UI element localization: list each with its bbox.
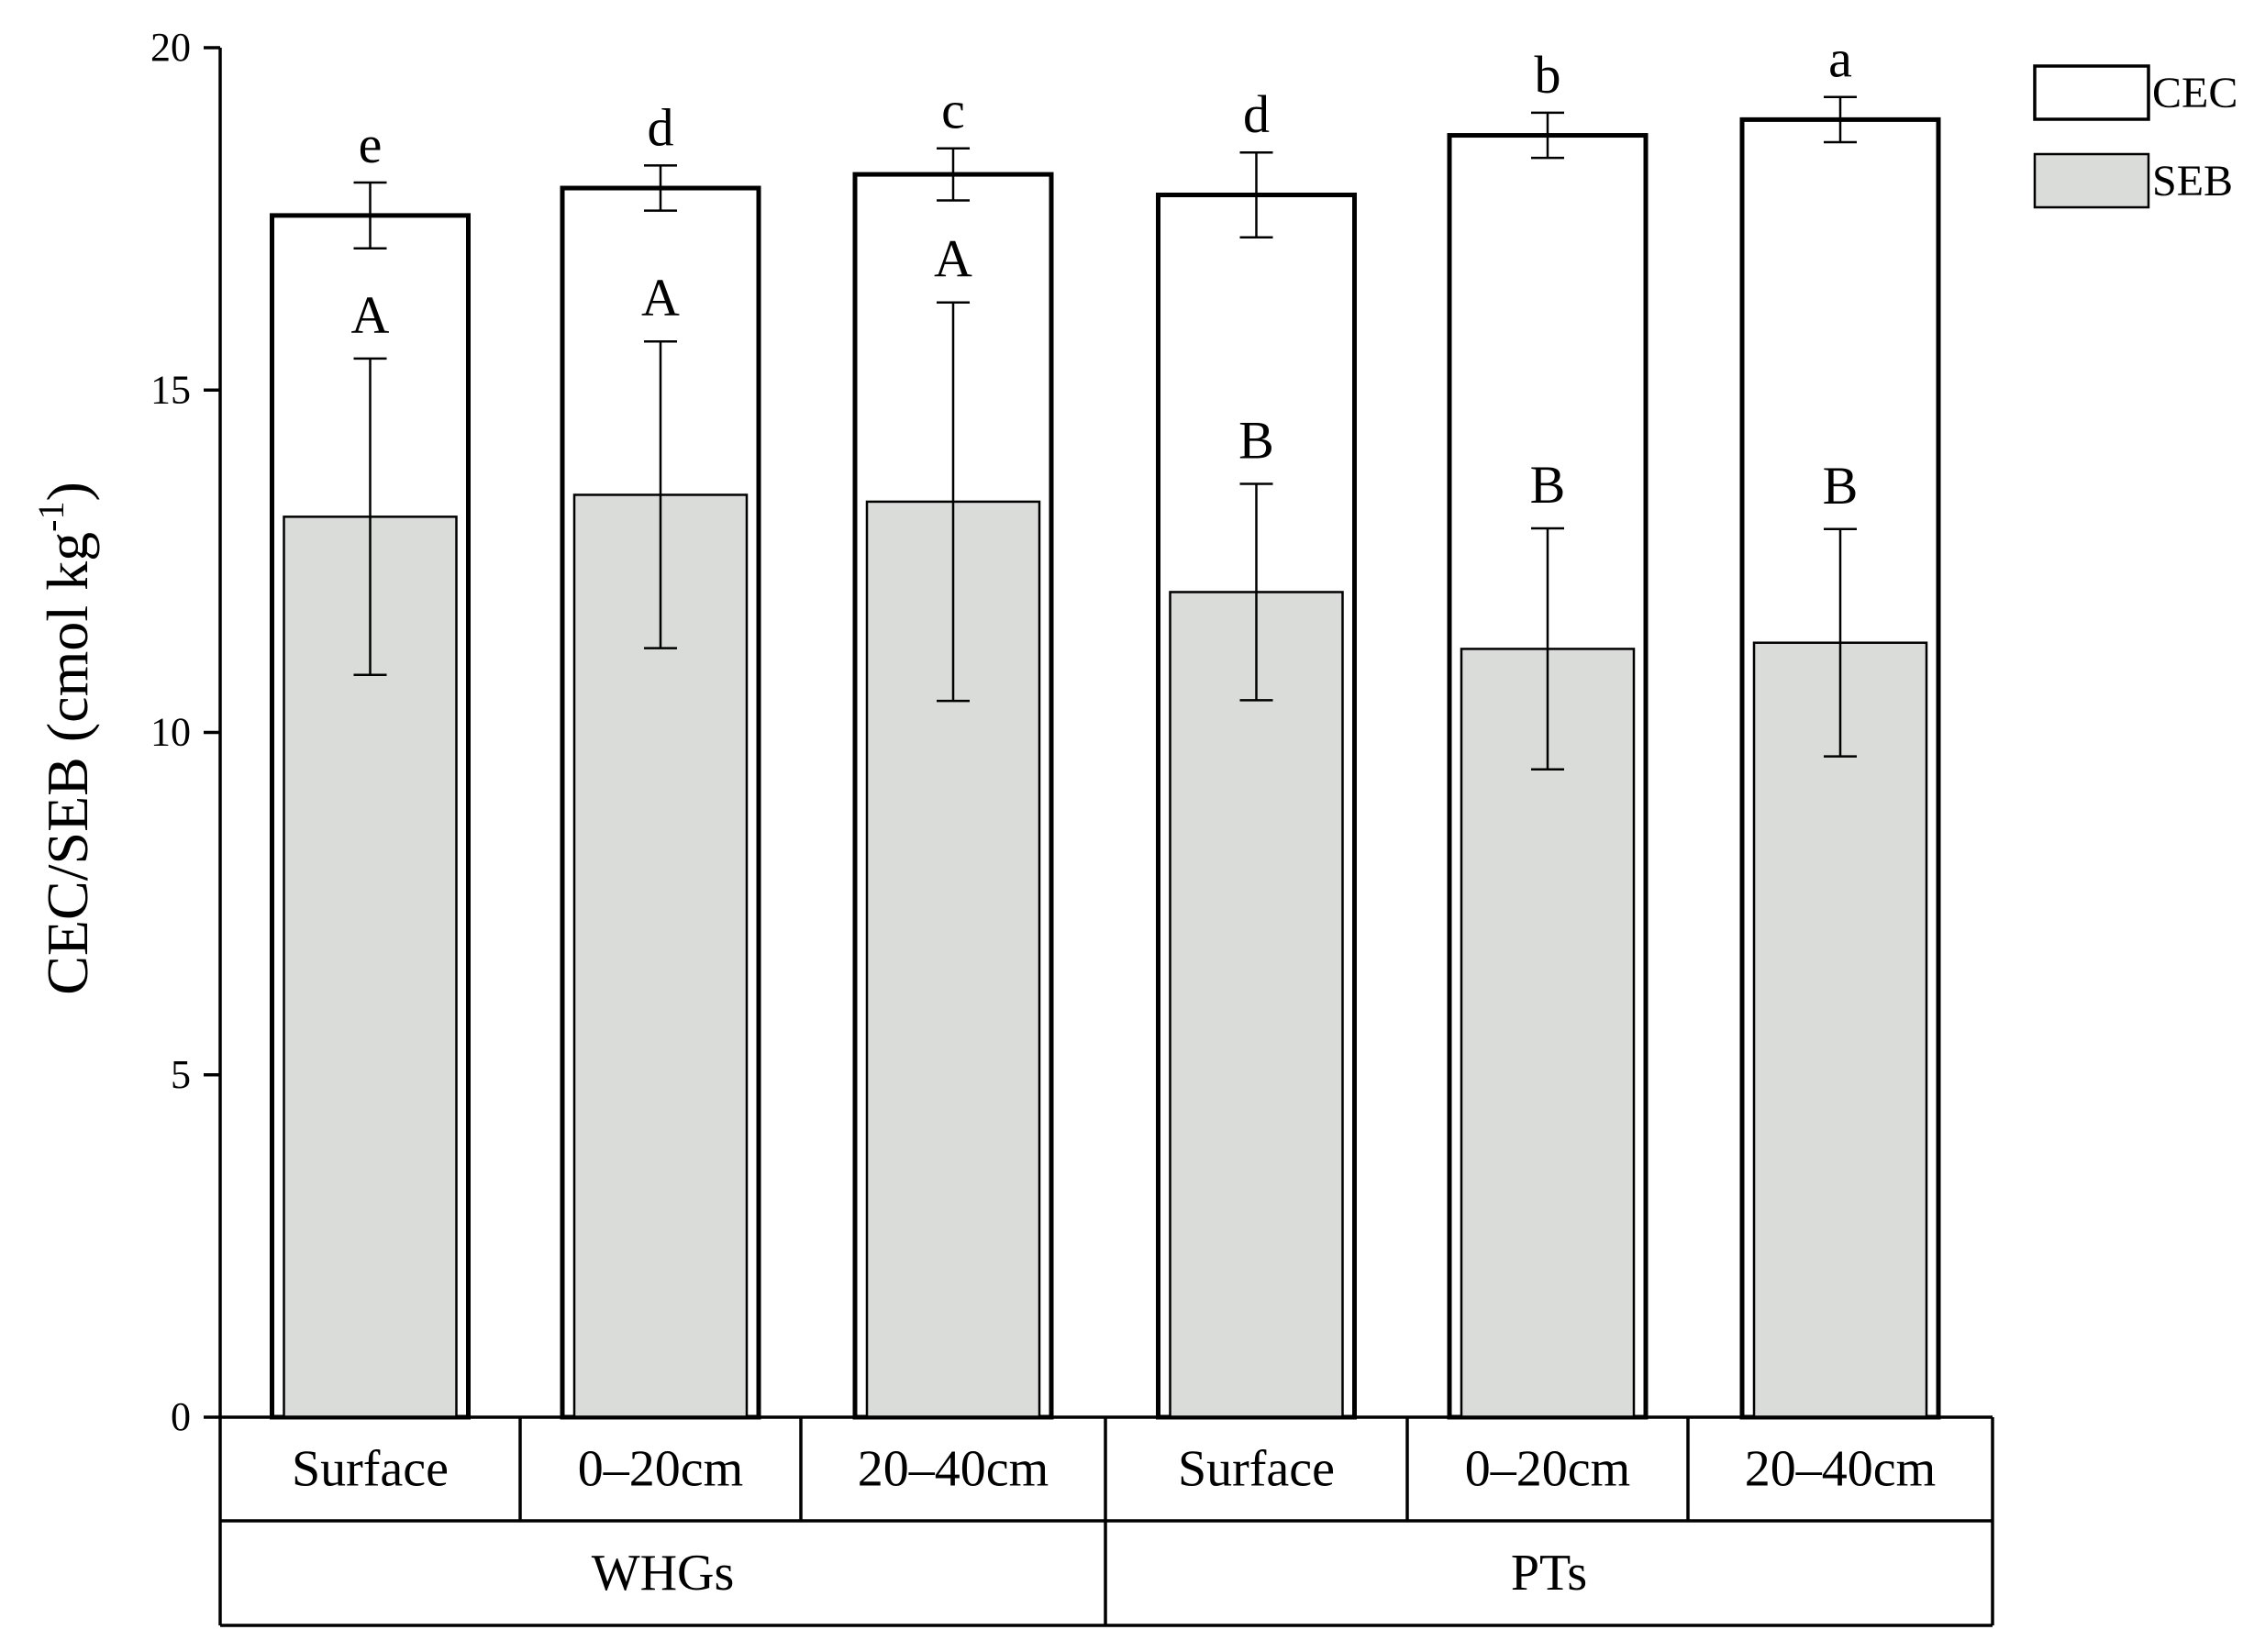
- x-axis-table: Surface 0–20cm 20–40cm Surface 0–20cm 20–40cm…: [218, 1415, 1994, 1627]
- cec-error-bar: [1531, 111, 1564, 160]
- y-tick-label: 20: [150, 25, 191, 70]
- seb-error-bar: [937, 301, 970, 703]
- legend: CEC SEB: [2033, 64, 2237, 209]
- seb-significance-letter: B: [1530, 455, 1566, 515]
- cec-significance-letter: d: [1243, 84, 1270, 144]
- cec-significance-letter: d: [648, 97, 674, 157]
- x-category-label: Surface: [292, 1441, 449, 1498]
- y-axis-label-main: CEC/SEB (cmol kg: [35, 532, 100, 995]
- seb-error-bar: [1824, 527, 1857, 758]
- seb-significance-letter: A: [934, 229, 972, 289]
- legend-item: CEC: [2033, 64, 2237, 121]
- y-tick-label: 0: [171, 1394, 191, 1439]
- cec-significance-letter: c: [941, 81, 965, 140]
- y-tick-label: 15: [150, 367, 191, 412]
- y-axis-label: CEC/SEB (cmol kg-1): [30, 482, 100, 995]
- seb-error-bar: [644, 339, 677, 649]
- x-category-label: 0–20cm: [578, 1441, 743, 1498]
- seb-significance-letter: B: [1238, 411, 1274, 471]
- y-axis: 0 5 10 15 20: [150, 25, 222, 1439]
- x-category-label: 20–40cm: [1745, 1441, 1936, 1498]
- plot-area: e d c d b a A A A B B B: [270, 29, 1941, 1420]
- cec-error-bar: [353, 181, 387, 249]
- seb-significance-letter: B: [1823, 456, 1859, 516]
- seb-bar: [1460, 648, 1636, 1419]
- seb-significance-letter: A: [351, 285, 390, 345]
- seb-bar: [1169, 591, 1344, 1419]
- legend-item: SEB: [2033, 152, 2233, 209]
- y-tick-label: 5: [171, 1052, 191, 1097]
- seb-error-bar: [1531, 527, 1564, 771]
- legend-label: CEC: [2152, 69, 2237, 117]
- seb-bar: [1752, 641, 1928, 1419]
- legend-label: SEB: [2152, 157, 2233, 205]
- seb-error-bar: [353, 357, 387, 677]
- cec-error-bar: [644, 164, 677, 212]
- legend-swatch: [2033, 64, 2150, 121]
- cec-error-bar: [1824, 95, 1857, 144]
- y-axis-label-close: ): [35, 482, 100, 501]
- x-category-label: Surface: [1178, 1441, 1335, 1498]
- x-category-label: 20–40cm: [858, 1441, 1049, 1498]
- cec-significance-letter: b: [1535, 45, 1561, 105]
- x-category-label: 0–20cm: [1465, 1441, 1630, 1498]
- x-group-label: WHGs: [592, 1545, 735, 1602]
- cec-error-bar: [937, 147, 970, 202]
- y-axis-label-superscript: -1: [30, 502, 72, 532]
- legend-swatch: [2033, 152, 2150, 209]
- y-tick-label: 10: [150, 710, 191, 755]
- seb-significance-letter: A: [641, 268, 680, 327]
- cec-error-bar: [1239, 150, 1273, 239]
- cec-significance-letter: e: [359, 115, 383, 174]
- cec-significance-letter: a: [1828, 29, 1852, 89]
- seb-error-bar: [1239, 482, 1273, 702]
- x-group-label: PTs: [1511, 1545, 1587, 1602]
